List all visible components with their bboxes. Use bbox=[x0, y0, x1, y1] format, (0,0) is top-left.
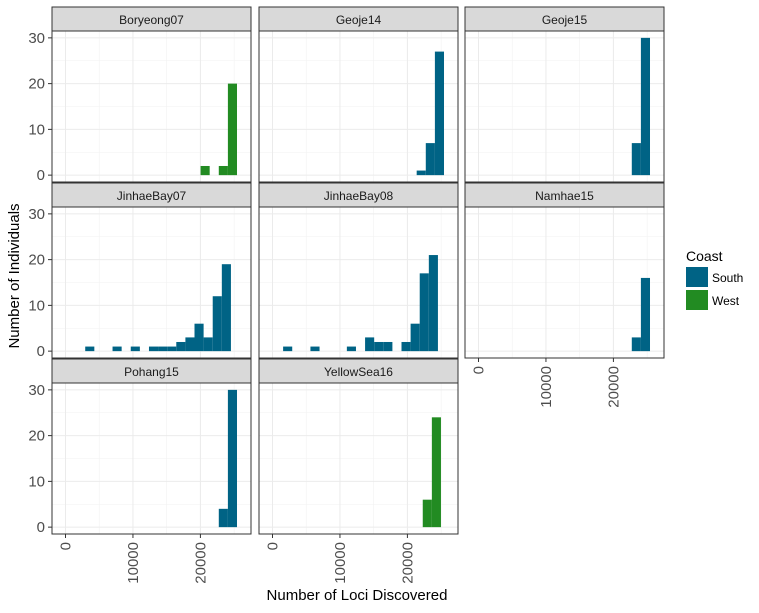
histogram-bar bbox=[283, 346, 293, 352]
x-tick-label: 0 bbox=[470, 366, 487, 374]
histogram-bar bbox=[431, 417, 441, 528]
histogram-bar bbox=[176, 341, 186, 352]
histogram-bar bbox=[383, 341, 393, 352]
panel-jinhaebay08: JinhaeBay08 bbox=[258, 182, 459, 359]
panel-title: YellowSea16 bbox=[324, 365, 393, 379]
panel-border bbox=[51, 206, 252, 359]
histogram-bar bbox=[227, 83, 238, 176]
x-tick-label: 0 bbox=[57, 542, 74, 550]
y-tick-label: 10 bbox=[28, 121, 45, 138]
panels-layer: Boryeong07 0 10 20 30 Geoje14 Geoje15 JinhaeBay… bbox=[28, 6, 665, 584]
histogram-bar bbox=[640, 277, 651, 352]
histogram-bar bbox=[148, 346, 159, 352]
histogram-bar bbox=[425, 143, 435, 176]
panel-border bbox=[51, 382, 252, 535]
panel-geoje14: Geoje14 bbox=[258, 6, 459, 183]
panel-pohang15: Pohang15 0 10 20 30 0 10000 20000 bbox=[28, 358, 252, 584]
x-tick-label: 20000 bbox=[192, 542, 209, 584]
histogram-bar bbox=[428, 255, 438, 352]
histogram-bar bbox=[374, 341, 384, 352]
histogram-bar bbox=[218, 165, 228, 176]
legend-swatch-south bbox=[686, 267, 708, 287]
y-tick-label: 0 bbox=[37, 343, 45, 360]
panel-border bbox=[258, 30, 459, 183]
histogram-bar bbox=[112, 346, 122, 352]
legend-label-south: South bbox=[712, 271, 743, 285]
panel-title: JinhaeBay08 bbox=[324, 189, 394, 203]
y-tick-label: 20 bbox=[28, 76, 45, 93]
histogram-bar bbox=[631, 143, 641, 176]
histogram-bar bbox=[416, 170, 426, 176]
histogram-bar bbox=[365, 337, 375, 352]
histogram-bar bbox=[434, 51, 445, 176]
y-tick-label: 30 bbox=[28, 30, 45, 47]
histogram-bar bbox=[401, 341, 411, 352]
y-tick-label: 20 bbox=[28, 428, 45, 445]
panel-strip bbox=[258, 6, 459, 32]
panel-border bbox=[258, 382, 459, 535]
panel-strip bbox=[51, 182, 252, 208]
panel-strip bbox=[51, 6, 252, 32]
panel-title: JinhaeBay07 bbox=[117, 189, 187, 203]
histogram-bar bbox=[410, 323, 420, 352]
histogram-bar bbox=[227, 389, 238, 528]
histogram-bar bbox=[158, 346, 168, 352]
panel-title: Geoje15 bbox=[542, 13, 588, 27]
y-tick-label: 0 bbox=[37, 167, 45, 184]
panel-border bbox=[464, 206, 665, 359]
panel-border bbox=[51, 30, 252, 183]
legend-label-west: West bbox=[712, 294, 740, 308]
histogram-bar bbox=[422, 499, 432, 528]
histogram-bar bbox=[221, 264, 231, 352]
histogram-bar bbox=[167, 346, 177, 352]
panel-strip bbox=[464, 182, 665, 208]
histogram-bar bbox=[130, 346, 140, 352]
panel-namhae15: Namhae15 0 10000 20000 bbox=[464, 182, 665, 408]
x-tick-label: 10000 bbox=[538, 366, 555, 408]
panel-geoje15: Geoje15 bbox=[464, 6, 665, 183]
y-axis-title: Number of Individuals bbox=[6, 203, 23, 348]
histogram-bar bbox=[203, 337, 213, 352]
panel-strip bbox=[258, 358, 459, 384]
panel-strip bbox=[258, 182, 459, 208]
panel-strip bbox=[464, 6, 665, 32]
histogram-bar bbox=[185, 337, 195, 352]
y-tick-label: 20 bbox=[28, 252, 45, 269]
y-tick-label: 10 bbox=[28, 473, 45, 490]
histogram-bar bbox=[218, 508, 228, 528]
histogram-bar bbox=[346, 346, 356, 352]
x-tick-label: 10000 bbox=[332, 542, 349, 584]
panel-border bbox=[258, 206, 459, 359]
x-tick-label: 20000 bbox=[605, 366, 622, 408]
panel-title: Geoje14 bbox=[336, 13, 382, 27]
x-tick-label: 20000 bbox=[399, 542, 416, 584]
x-tick-label: 0 bbox=[264, 542, 281, 550]
legend-title: Coast bbox=[686, 248, 723, 264]
histogram-bar bbox=[310, 346, 320, 352]
histogram-bar bbox=[85, 346, 95, 352]
y-tick-label: 10 bbox=[28, 297, 45, 314]
y-tick-label: 30 bbox=[28, 382, 45, 399]
y-tick-label: 0 bbox=[37, 519, 45, 536]
histogram-bar bbox=[640, 37, 651, 176]
histogram-bar bbox=[419, 273, 429, 352]
panel-yellowsea16: YellowSea16 0 10000 20000 bbox=[258, 358, 459, 584]
x-tick-label: 10000 bbox=[125, 542, 142, 584]
panel-jinhaebay07: JinhaeBay07 0 10 20 30 bbox=[28, 182, 252, 360]
x-axis-title: Number of Loci Discovered bbox=[267, 587, 448, 604]
legend: Coast South West bbox=[686, 248, 743, 310]
legend-swatch-west bbox=[686, 290, 708, 310]
panel-title: Namhae15 bbox=[535, 189, 594, 203]
histogram-bar bbox=[194, 323, 204, 352]
panel-title: Boryeong07 bbox=[119, 13, 184, 27]
panel-boryeong07: Boryeong07 0 10 20 30 bbox=[28, 6, 252, 184]
histogram-bar bbox=[631, 337, 641, 352]
histogram-bar bbox=[200, 165, 210, 176]
panel-border bbox=[464, 30, 665, 183]
histogram-bar bbox=[212, 296, 222, 352]
panel-title: Pohang15 bbox=[124, 365, 179, 379]
y-tick-label: 30 bbox=[28, 206, 45, 223]
